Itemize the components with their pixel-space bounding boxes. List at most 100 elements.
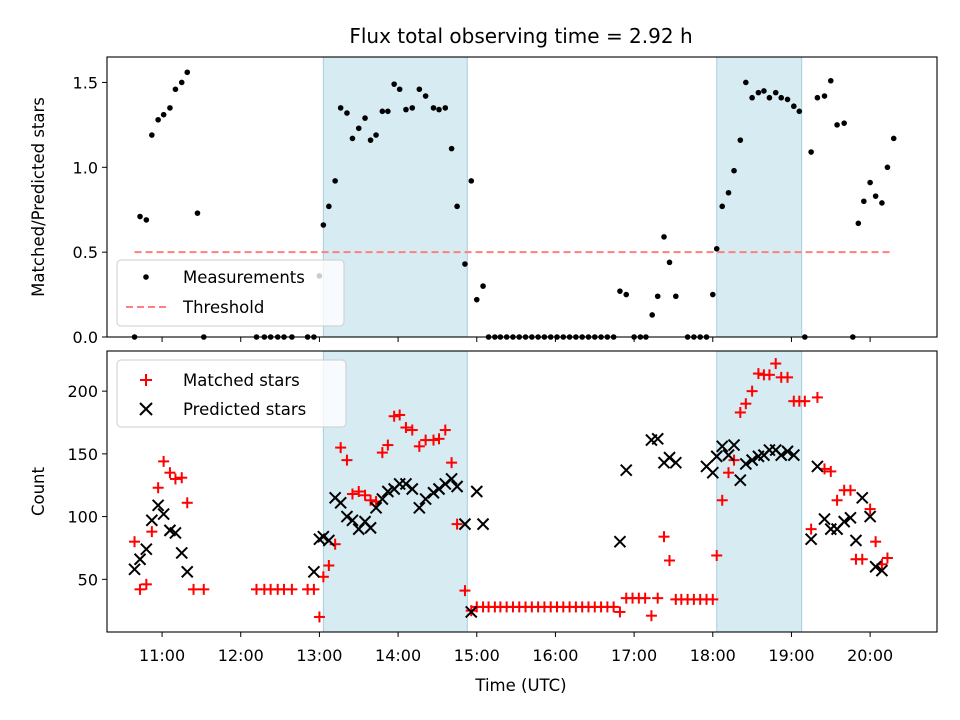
predicted-point-35: [458, 517, 472, 531]
predicted-point-5: [157, 507, 170, 521]
predicted-point-4: [151, 499, 165, 512]
top-ytick-label-3: 1.5: [73, 73, 98, 92]
matched-point-37: [413, 440, 425, 452]
matched-point-8: [176, 472, 188, 484]
matched-point-110: [864, 503, 876, 515]
measurement-point-32: [385, 108, 391, 115]
measurement-point-34: [396, 86, 403, 93]
measurement-point-39: [430, 105, 437, 111]
matched-point-39: [427, 434, 439, 446]
matched-point-44: [459, 585, 471, 597]
measurement-point-23: [332, 178, 338, 184]
matched-point-107: [844, 484, 856, 496]
measurement-point-8: [178, 79, 185, 86]
top-axis-ticks: 0.0 0.5 1.0 1.5: [73, 73, 871, 347]
matched-point-42: [446, 457, 458, 469]
matched-point-102: [811, 391, 823, 403]
measurement-point-97: [791, 103, 797, 110]
measurement-point-6: [167, 105, 173, 111]
top-axes-frame: [106, 56, 938, 338]
measurement-point-95: [778, 94, 785, 101]
measurement-point-78: [673, 293, 679, 300]
predicted-point-53: [739, 457, 753, 471]
measurement-point-107: [855, 220, 862, 227]
bottom-ytick-label-2: 150: [67, 445, 98, 464]
matched-point-86: [716, 494, 728, 506]
measurement-point-100: [808, 149, 814, 155]
measurement-point-4: [155, 116, 161, 123]
bottom-axes-frame: [106, 350, 938, 633]
bottom-ytick-label-0: 50: [78, 570, 98, 589]
matched-point-4: [152, 482, 164, 494]
measurement-point-113: [890, 135, 897, 142]
predicted-point-22: [376, 492, 389, 506]
matched-point-19: [308, 583, 320, 595]
predicted-point-33: [445, 472, 458, 486]
measurement-point-46: [473, 296, 480, 303]
predicted-point-17: [346, 514, 359, 527]
measurement-point-89: [743, 79, 749, 86]
measurement-point-98: [796, 108, 803, 115]
matched-point-90: [740, 398, 752, 410]
predicted-point-20: [364, 521, 377, 535]
matched-point-97: [782, 371, 794, 383]
measurement-point-101: [814, 94, 821, 101]
matched-point-11: [198, 583, 210, 595]
matched-point-0: [129, 536, 141, 548]
legend-measurements-marker: [143, 274, 149, 280]
matched-point-109: [856, 553, 868, 565]
measurement-point-26: [349, 135, 356, 142]
bottom-ytick-label-3: 200: [67, 382, 98, 401]
measurement-point-35: [403, 106, 409, 113]
matched-point-95: [770, 358, 782, 370]
bottom-xtick-label-5: 16:00: [532, 646, 578, 665]
matched-point-24: [335, 442, 347, 454]
matched-point-20: [313, 611, 325, 623]
matched-point-33: [388, 410, 400, 422]
measurement-point-25: [344, 110, 350, 116]
matched-point-34: [394, 409, 406, 421]
bottom-panel: 50 100 150 200 11:00 12:00 13:00 14:00 15:00 16:0…: [29, 350, 938, 695]
predicted-point-72: [869, 560, 882, 573]
predicted-point-62: [804, 532, 818, 546]
bottom-y-axis-label: Count: [29, 466, 48, 516]
matched-point-111: [870, 536, 882, 548]
predicted-point-59: [775, 448, 788, 462]
bottom-xtick-label-1: 12:00: [218, 646, 264, 665]
matched-point-31: [376, 447, 388, 459]
bottom-matched-points: [129, 358, 893, 623]
predicted-point-12: [317, 530, 330, 543]
top-legend-box: [116, 259, 345, 327]
measurement-point-3: [149, 132, 155, 138]
measurement-point-88: [737, 137, 744, 143]
predicted-point-36: [465, 605, 478, 619]
measurement-point-90: [749, 94, 755, 101]
legend-predicted-label: Predicted stars: [183, 400, 306, 419]
matched-point-84: [707, 593, 719, 605]
predicted-point-52: [734, 474, 747, 487]
predicted-point-15: [334, 496, 347, 509]
matched-point-94: [763, 369, 775, 381]
measurement-point-105: [841, 120, 847, 126]
matched-point-27: [353, 486, 365, 497]
measurement-point-1: [137, 213, 143, 220]
bottom-xtick-label-3: 14:00: [375, 646, 421, 665]
measurement-point-31: [379, 108, 386, 115]
bottom-axis-ticks: 50 100 150 200 11:00 12:00 13:00 14:00 15:00 16:0…: [67, 382, 893, 665]
legend-threshold-label: Threshold: [182, 298, 264, 317]
top-y-axis-label: Matched/Predicted stars: [29, 97, 48, 297]
predicted-point-39: [613, 535, 627, 548]
predicted-point-8: [175, 546, 188, 560]
top-ytick-label-1: 0.5: [73, 243, 98, 262]
legend-matched-label: Matched stars: [183, 371, 300, 390]
matched-point-101: [805, 523, 817, 535]
matched-point-73: [639, 592, 651, 604]
measurement-point-92: [761, 88, 767, 94]
predicted-point-9: [181, 565, 194, 578]
matched-point-100: [799, 395, 811, 407]
predicted-point-61: [787, 448, 801, 462]
bottom-xtick-label-6: 17:00: [611, 646, 657, 665]
predicted-point-71: [863, 510, 877, 523]
matched-point-36: [406, 424, 418, 436]
predicted-point-38: [476, 517, 490, 531]
